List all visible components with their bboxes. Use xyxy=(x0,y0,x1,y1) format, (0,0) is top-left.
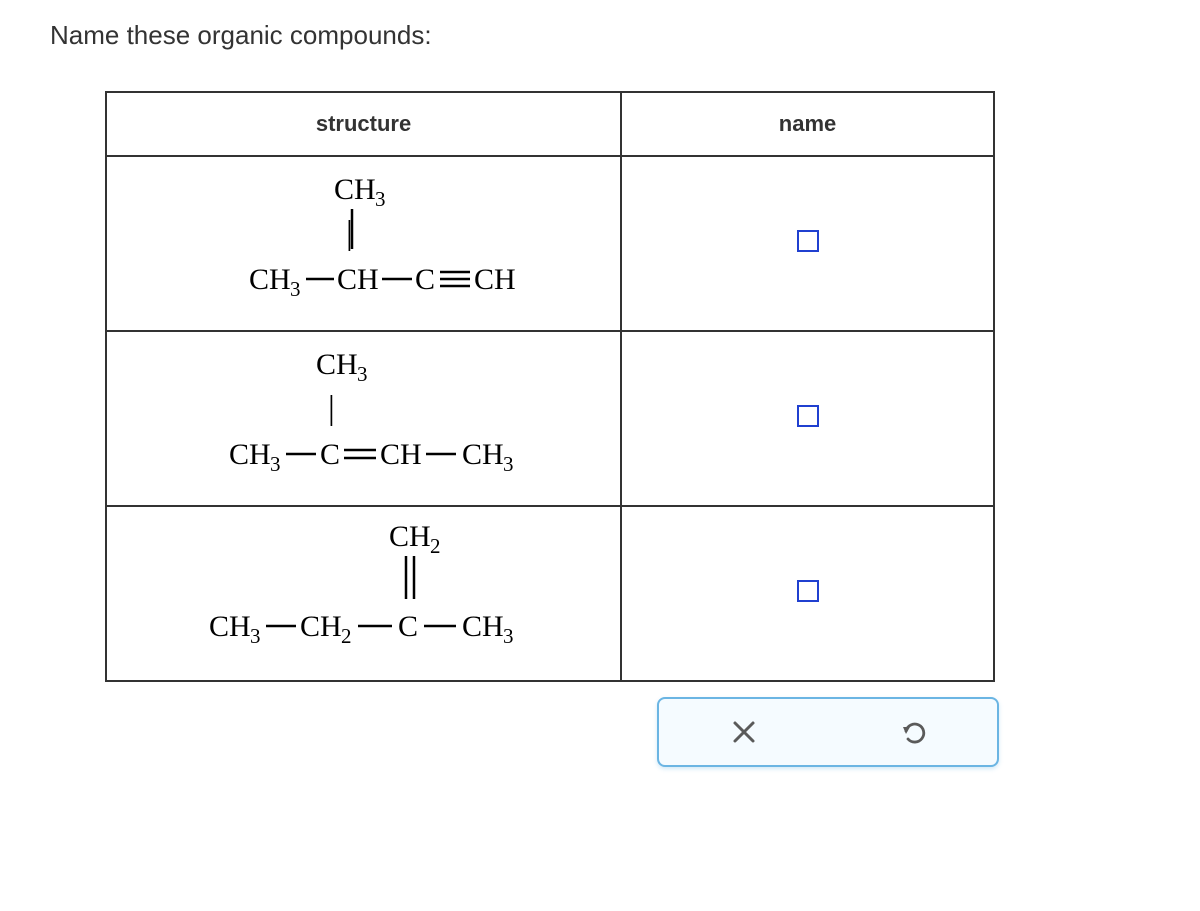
structure-cell-2: CH 3 | CH 3 C CH xyxy=(106,331,621,506)
svg-text:3: 3 xyxy=(375,187,386,211)
table-row: CH 2 CH 3 CH 2 C xyxy=(106,506,994,681)
close-button[interactable] xyxy=(720,708,768,756)
action-panel xyxy=(657,697,999,767)
svg-text:C: C xyxy=(320,438,340,471)
table-row: CH 3 | CH 3 C CH xyxy=(106,331,994,506)
structure-cell-3: CH 2 CH 3 CH 2 C xyxy=(106,506,621,681)
table-header-row: structure name xyxy=(106,92,994,156)
svg-text:CH: CH xyxy=(389,520,431,553)
svg-text:CH: CH xyxy=(316,348,358,381)
name-cell-3 xyxy=(621,506,994,681)
structure-header: structure xyxy=(106,92,621,156)
svg-text:|: | xyxy=(328,390,335,427)
undo-icon xyxy=(898,717,928,747)
svg-text:CH: CH xyxy=(300,610,342,643)
svg-text:CH: CH xyxy=(334,173,376,206)
svg-text:CH: CH xyxy=(337,263,379,296)
compounds-table-container: structure name CH 3 | CH 3 xyxy=(105,91,995,682)
structure-3-svg: CH 2 CH 3 CH 2 C xyxy=(134,511,594,676)
svg-text:CH: CH xyxy=(380,438,422,471)
answer-input-2[interactable] xyxy=(797,405,819,427)
table-row: CH 3 | CH 3 CH C xyxy=(106,156,994,331)
svg-text:CH: CH xyxy=(462,438,504,471)
svg-text:3: 3 xyxy=(503,452,514,476)
close-icon xyxy=(731,719,757,745)
svg-text:3: 3 xyxy=(250,624,261,648)
answer-input-1[interactable] xyxy=(797,230,819,252)
svg-text:C: C xyxy=(398,610,418,643)
svg-text:2: 2 xyxy=(430,534,441,558)
structure-1-svg: CH 3 | CH 3 CH C xyxy=(154,164,574,324)
svg-text:3: 3 xyxy=(270,452,281,476)
svg-text:3: 3 xyxy=(290,277,301,301)
svg-text:CH: CH xyxy=(474,263,516,296)
name-cell-2 xyxy=(621,331,994,506)
name-cell-1 xyxy=(621,156,994,331)
svg-text:CH: CH xyxy=(229,438,271,471)
svg-text:|: | xyxy=(346,215,353,252)
structure-cell-1: CH 3 | CH 3 CH C xyxy=(106,156,621,331)
svg-text:CH: CH xyxy=(249,263,291,296)
svg-text:C: C xyxy=(415,263,435,296)
answer-input-3[interactable] xyxy=(797,580,819,602)
undo-button[interactable] xyxy=(889,708,937,756)
compounds-table: structure name CH 3 | CH 3 xyxy=(105,91,995,682)
question-prompt: Name these organic compounds: xyxy=(50,20,1160,51)
svg-text:2: 2 xyxy=(341,624,352,648)
structure-2-svg: CH 3 | CH 3 C CH xyxy=(144,339,584,499)
name-header: name xyxy=(621,92,994,156)
svg-text:CH: CH xyxy=(209,610,251,643)
svg-text:3: 3 xyxy=(357,362,368,386)
svg-text:CH: CH xyxy=(462,610,504,643)
svg-text:3: 3 xyxy=(503,624,514,648)
